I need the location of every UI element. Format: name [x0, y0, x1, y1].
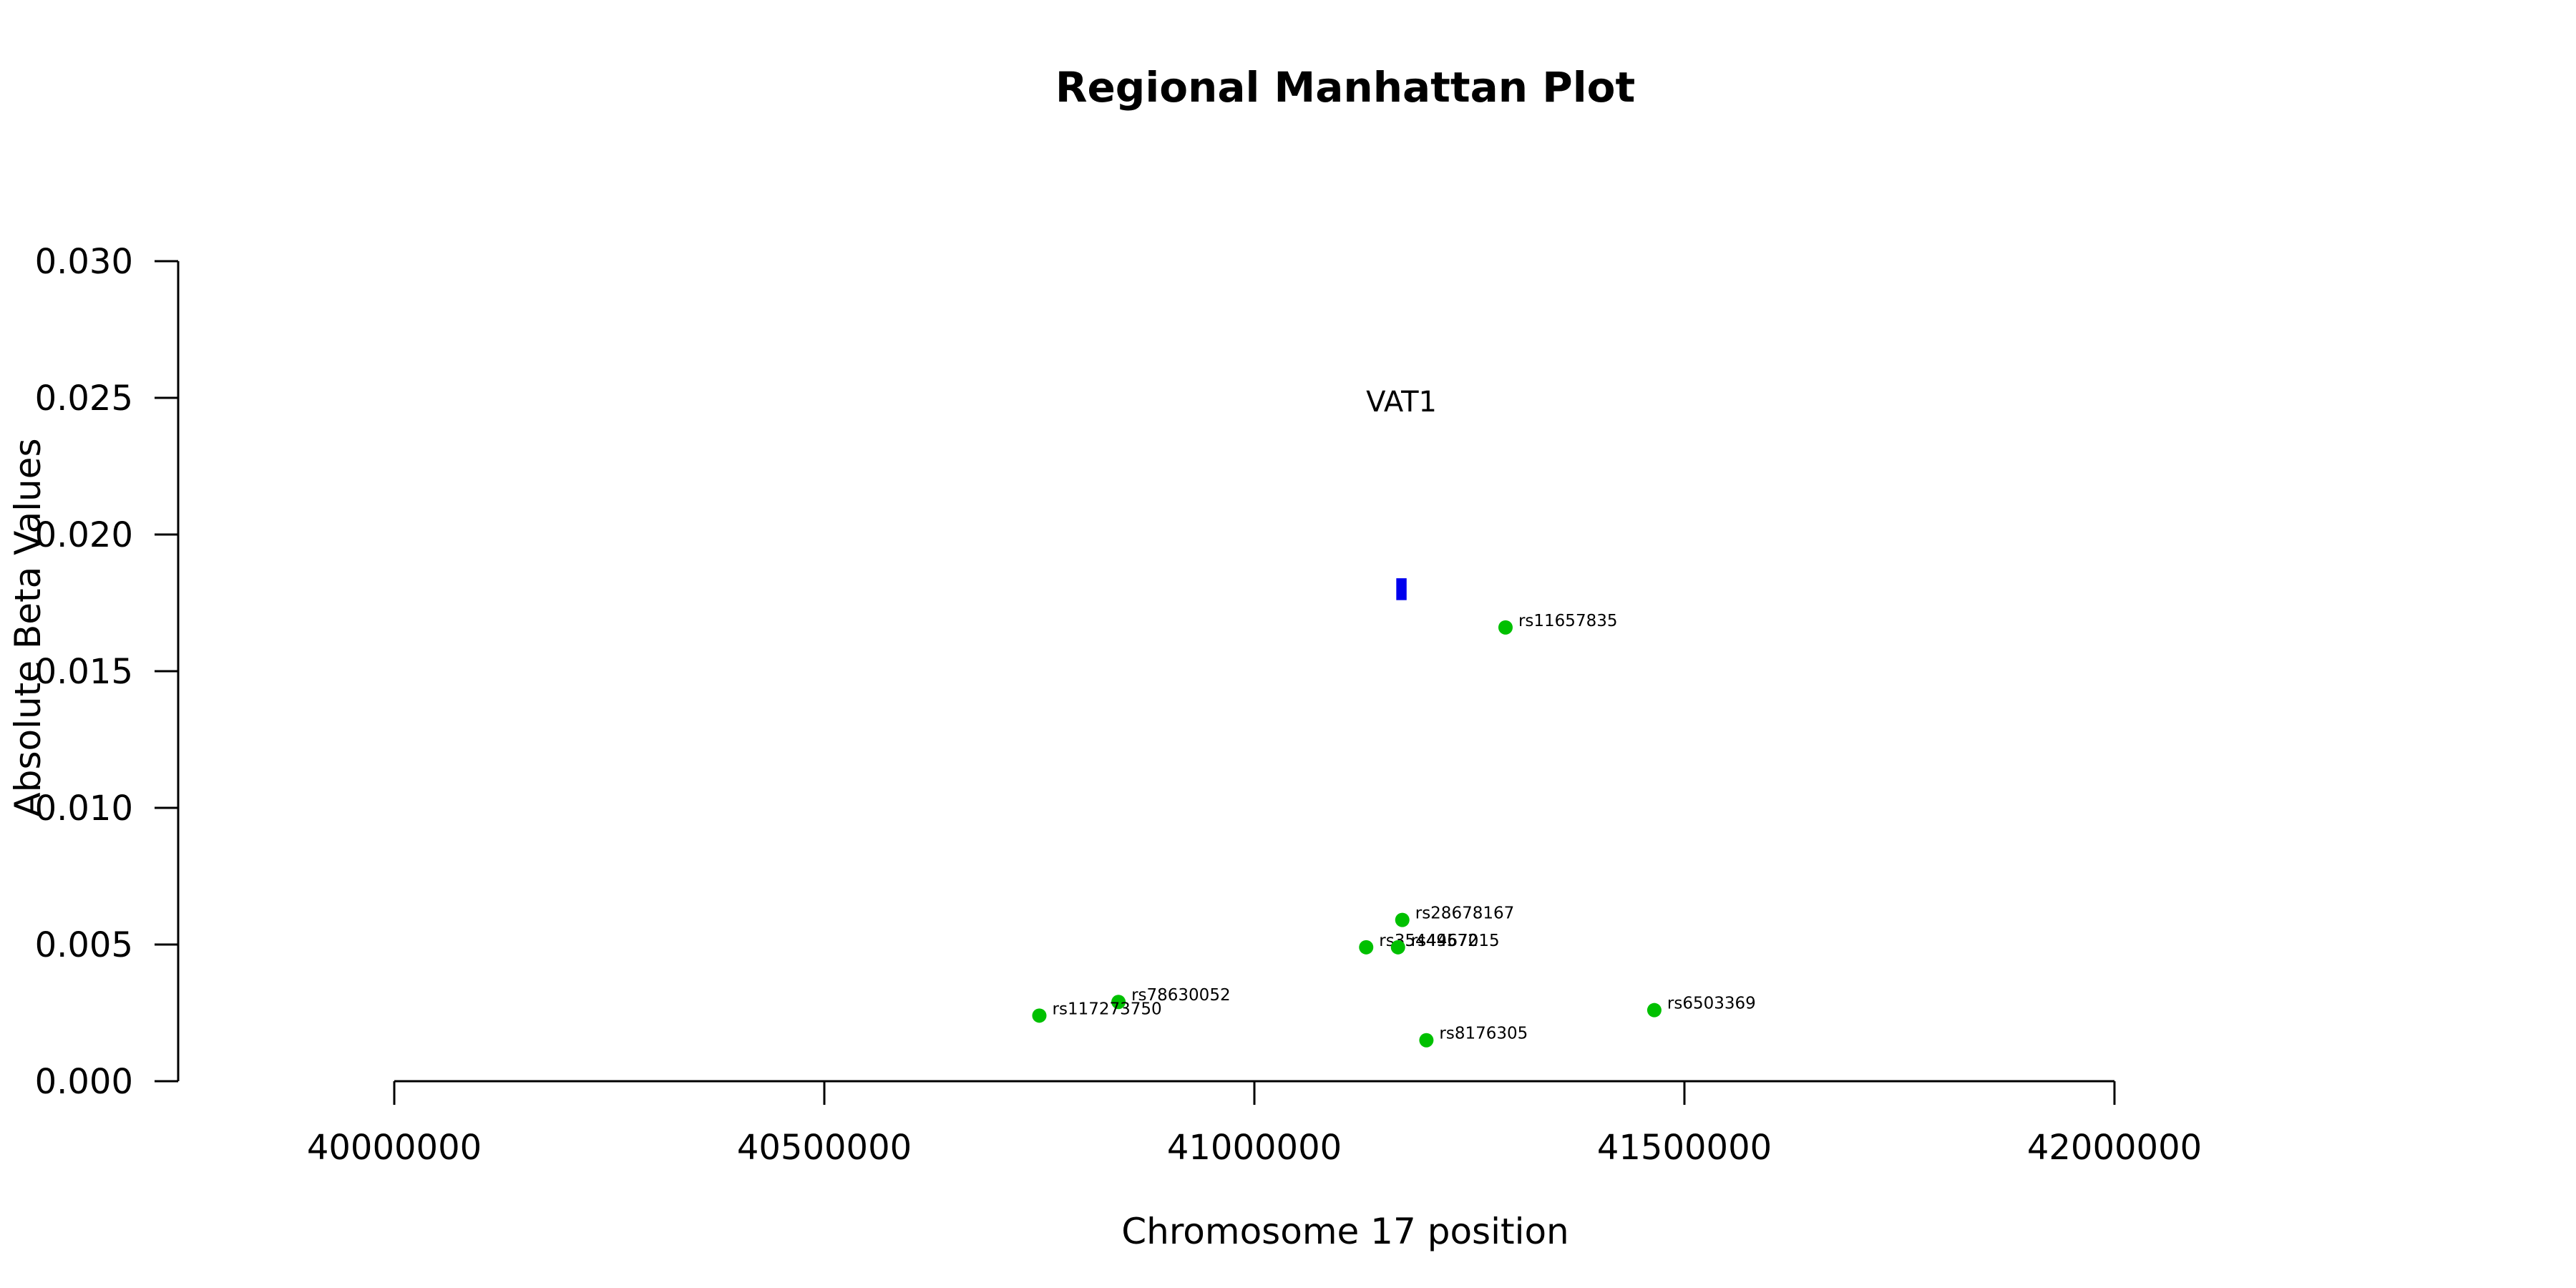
snp-label: rs4467015 — [1411, 932, 1500, 950]
x-axis-label: Chromosome 17 position — [1121, 1211, 1569, 1252]
x-axis: 40000000 40500000 41000000 41500000 42000000 — [307, 1080, 2202, 1168]
snp-label: rs28678167 — [1415, 904, 1515, 923]
snp-point — [1498, 620, 1513, 635]
y-tick-label: 0.000 — [35, 1062, 133, 1102]
snp-label: rs8176305 — [1439, 1025, 1528, 1043]
snp-point — [1111, 995, 1126, 1010]
x-tick-label: 41500000 — [1597, 1128, 1772, 1168]
y-tick-label: 0.030 — [35, 242, 133, 282]
y-tick-label: 0.005 — [35, 925, 133, 965]
gene-label: VAT1 — [1366, 386, 1437, 419]
snp-label: rs6503369 — [1667, 995, 1756, 1013]
y-tick-label: 0.020 — [35, 515, 133, 555]
snp-point — [1646, 1002, 1662, 1018]
snp-point — [1390, 940, 1405, 955]
y-tick-label: 0.015 — [35, 652, 133, 692]
y-axis: 0.000 0.005 0.010 0.015 0.020 0.025 0.030 — [35, 242, 180, 1102]
snp-point — [1032, 1008, 1047, 1023]
x-tick-label: 40500000 — [737, 1128, 912, 1168]
gene-bar — [1396, 578, 1407, 600]
snp-label: rs78630052 — [1131, 986, 1231, 1005]
snp-point — [1419, 1033, 1434, 1048]
snp-label: rs117273750 — [1053, 1000, 1162, 1018]
gene-layer: VAT1 — [1366, 386, 1437, 600]
x-tick-label: 42000000 — [2027, 1128, 2202, 1168]
chart-title: Regional Manhattan Plot — [1055, 63, 1635, 112]
snp-point — [1395, 912, 1410, 927]
snp-label: rs11657835 — [1518, 612, 1618, 630]
y-tick-label: 0.010 — [35, 789, 133, 829]
y-tick-label: 0.025 — [35, 379, 133, 419]
points-layer: rs11657835rs28678167rs35449572rs4467015r… — [1032, 612, 1756, 1048]
snp-point — [1359, 940, 1374, 955]
x-tick-label: 40000000 — [307, 1128, 482, 1168]
x-tick-label: 41000000 — [1167, 1128, 1342, 1168]
y-axis-label: Absolute Beta Values — [7, 439, 49, 817]
